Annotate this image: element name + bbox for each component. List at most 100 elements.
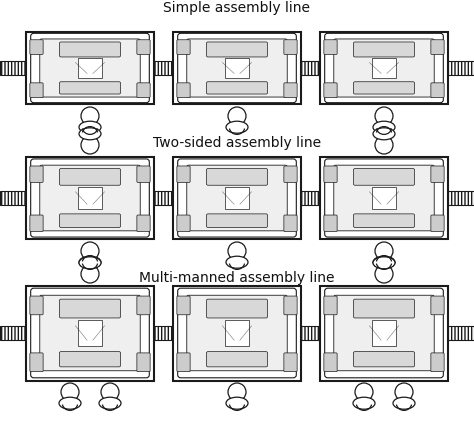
FancyBboxPatch shape [284, 353, 297, 371]
FancyBboxPatch shape [30, 83, 43, 98]
FancyBboxPatch shape [30, 296, 43, 315]
FancyBboxPatch shape [187, 39, 287, 97]
Bar [448, 191, 474, 205]
Bar [154, 61, 173, 75]
Bar [0, 191, 26, 205]
FancyBboxPatch shape [431, 83, 444, 98]
Ellipse shape [373, 256, 395, 268]
Circle shape [81, 107, 99, 125]
FancyBboxPatch shape [30, 166, 43, 182]
FancyBboxPatch shape [324, 83, 337, 98]
FancyBboxPatch shape [137, 353, 150, 371]
FancyBboxPatch shape [177, 83, 190, 98]
FancyBboxPatch shape [324, 296, 337, 315]
Ellipse shape [59, 397, 81, 409]
FancyBboxPatch shape [178, 33, 296, 102]
Circle shape [61, 383, 79, 401]
FancyBboxPatch shape [137, 215, 150, 231]
Ellipse shape [373, 257, 395, 269]
Bar [173, 286, 301, 381]
FancyBboxPatch shape [324, 353, 337, 371]
Ellipse shape [393, 397, 415, 409]
FancyBboxPatch shape [59, 352, 120, 367]
Bar [320, 286, 448, 381]
Bar [78, 58, 102, 78]
FancyBboxPatch shape [137, 83, 150, 98]
Circle shape [228, 242, 246, 260]
FancyBboxPatch shape [40, 165, 140, 231]
FancyBboxPatch shape [284, 215, 297, 231]
Circle shape [81, 242, 99, 260]
Circle shape [228, 383, 246, 401]
Ellipse shape [373, 128, 395, 140]
FancyBboxPatch shape [177, 40, 190, 54]
FancyBboxPatch shape [30, 40, 43, 54]
FancyBboxPatch shape [324, 215, 337, 231]
Bar [0, 326, 26, 340]
FancyBboxPatch shape [354, 352, 415, 367]
Bar [320, 32, 448, 104]
FancyBboxPatch shape [59, 214, 120, 227]
Bar [225, 58, 249, 78]
FancyBboxPatch shape [207, 42, 267, 57]
FancyBboxPatch shape [324, 40, 337, 54]
Bar [320, 157, 448, 239]
FancyBboxPatch shape [178, 159, 296, 237]
FancyBboxPatch shape [40, 295, 140, 371]
Text: Two-sided assembly line: Two-sided assembly line [153, 136, 321, 150]
Bar [448, 61, 474, 75]
FancyBboxPatch shape [30, 215, 43, 231]
FancyBboxPatch shape [137, 40, 150, 54]
Circle shape [375, 242, 393, 260]
FancyBboxPatch shape [284, 83, 297, 98]
Circle shape [395, 383, 413, 401]
Bar [301, 191, 320, 205]
Ellipse shape [79, 257, 101, 269]
FancyBboxPatch shape [137, 166, 150, 182]
Bar [26, 32, 154, 104]
Bar [154, 326, 173, 340]
FancyBboxPatch shape [207, 214, 267, 227]
Bar [225, 187, 249, 209]
Circle shape [81, 265, 99, 283]
Bar [225, 321, 249, 346]
FancyBboxPatch shape [431, 215, 444, 231]
Text: Simple assembly line: Simple assembly line [164, 1, 310, 15]
Ellipse shape [79, 121, 101, 133]
Text: Multi-manned assembly line: Multi-manned assembly line [139, 271, 335, 285]
FancyBboxPatch shape [177, 215, 190, 231]
FancyBboxPatch shape [325, 159, 443, 237]
Ellipse shape [373, 121, 395, 133]
FancyBboxPatch shape [31, 33, 149, 102]
Ellipse shape [226, 121, 248, 133]
FancyBboxPatch shape [354, 82, 415, 94]
FancyBboxPatch shape [59, 42, 120, 57]
FancyBboxPatch shape [207, 82, 267, 94]
FancyBboxPatch shape [207, 299, 267, 318]
FancyBboxPatch shape [177, 166, 190, 182]
FancyBboxPatch shape [431, 296, 444, 315]
FancyBboxPatch shape [284, 40, 297, 54]
FancyBboxPatch shape [207, 352, 267, 367]
FancyBboxPatch shape [354, 42, 415, 57]
Bar [372, 321, 396, 346]
FancyBboxPatch shape [59, 82, 120, 94]
FancyBboxPatch shape [431, 353, 444, 371]
FancyBboxPatch shape [354, 169, 415, 185]
Ellipse shape [79, 128, 101, 140]
Ellipse shape [79, 256, 101, 268]
Circle shape [228, 107, 246, 125]
FancyBboxPatch shape [325, 33, 443, 102]
FancyBboxPatch shape [334, 39, 434, 97]
Bar [448, 326, 474, 340]
FancyBboxPatch shape [187, 165, 287, 231]
FancyBboxPatch shape [187, 295, 287, 371]
FancyBboxPatch shape [31, 159, 149, 237]
Bar [26, 286, 154, 381]
FancyBboxPatch shape [137, 296, 150, 315]
Bar [154, 191, 173, 205]
Bar [0, 61, 26, 75]
FancyBboxPatch shape [178, 288, 296, 378]
Bar [301, 61, 320, 75]
Bar [372, 58, 396, 78]
